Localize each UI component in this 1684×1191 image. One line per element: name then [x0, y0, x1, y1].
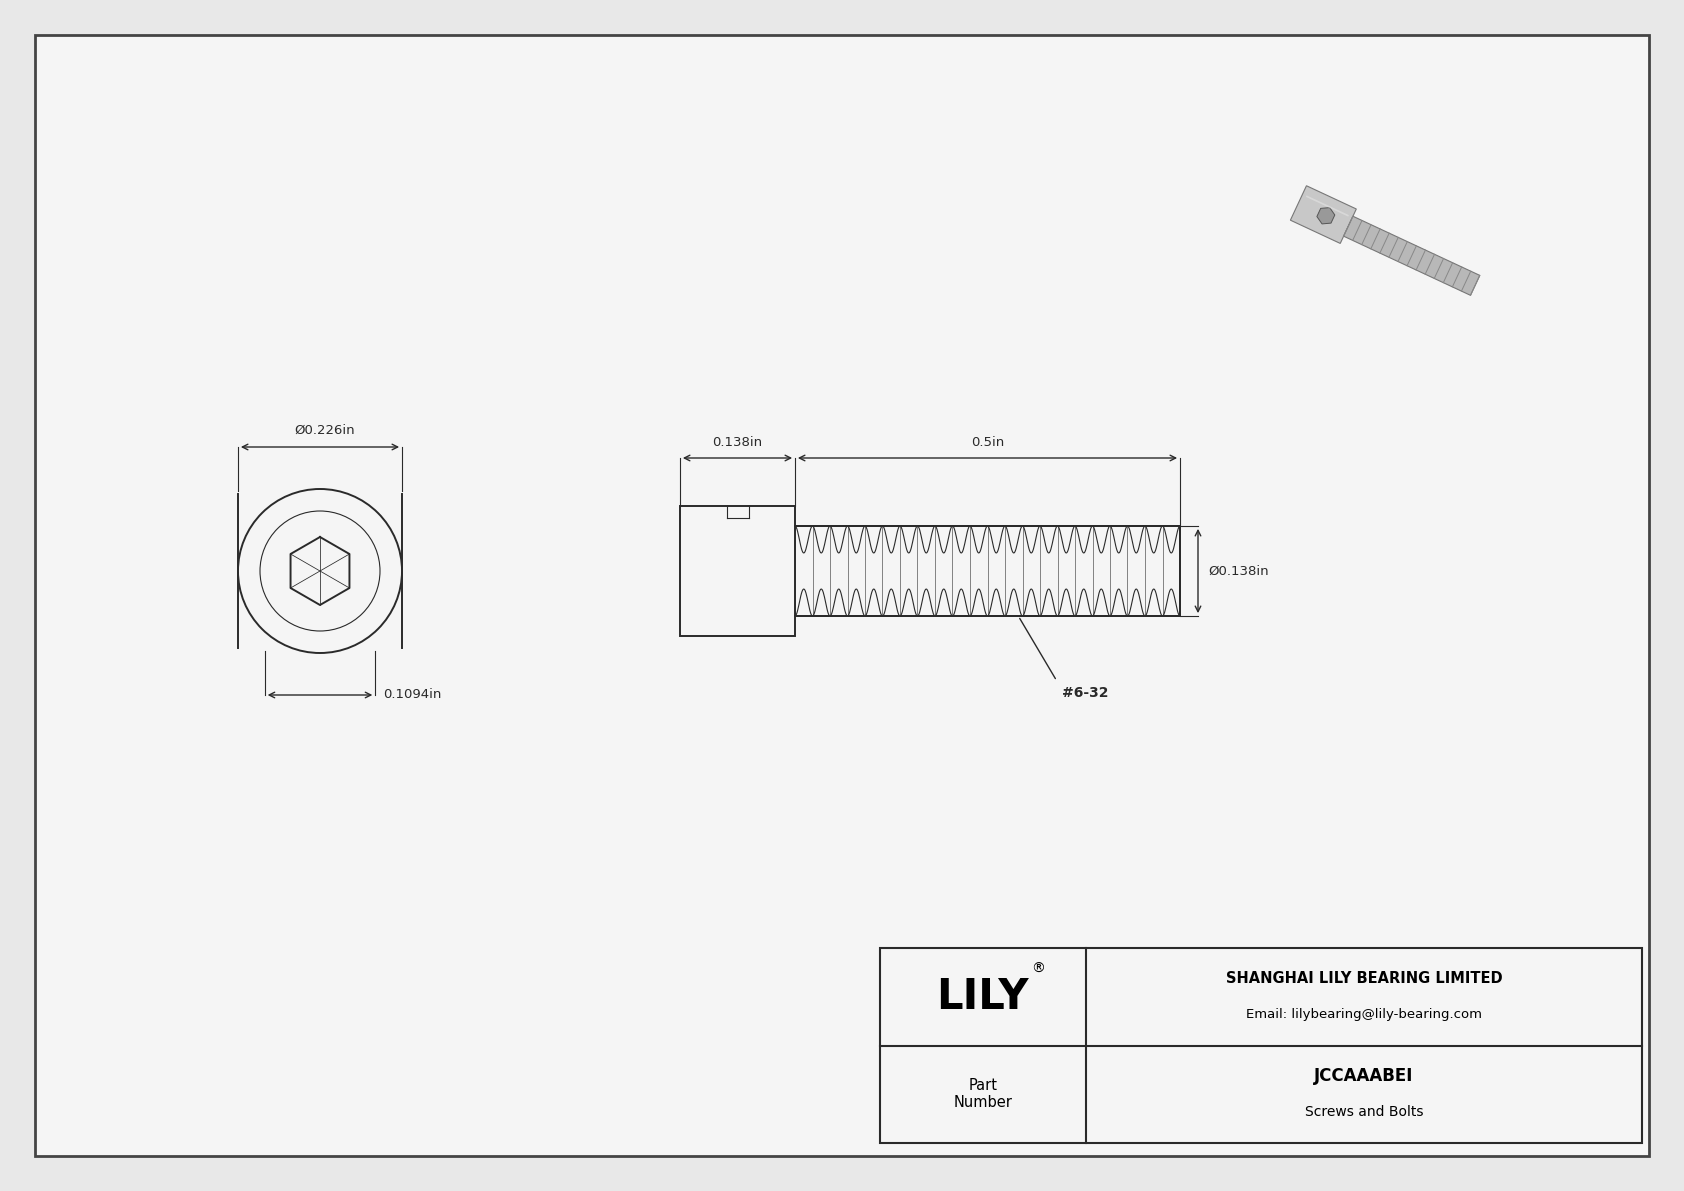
- Text: Ø0.226in: Ø0.226in: [295, 424, 355, 437]
- Text: 0.138in: 0.138in: [712, 436, 763, 449]
- Circle shape: [237, 490, 402, 653]
- Text: 0.1094in: 0.1094in: [384, 688, 441, 701]
- Polygon shape: [1317, 207, 1335, 224]
- Text: Part
Number: Part Number: [953, 1078, 1012, 1110]
- Text: Screws and Bolts: Screws and Bolts: [1305, 1105, 1423, 1120]
- Bar: [881, 948, 1642, 1143]
- Text: 0.5in: 0.5in: [972, 436, 1004, 449]
- Text: ®: ®: [1031, 962, 1044, 975]
- Circle shape: [259, 511, 381, 631]
- Text: JCCAAABEI: JCCAAABEI: [1314, 1067, 1413, 1085]
- Text: Email: lilybearing@lily-bearing.com: Email: lilybearing@lily-bearing.com: [1246, 1009, 1482, 1021]
- Polygon shape: [1290, 186, 1356, 243]
- Bar: [680, 506, 795, 636]
- Text: Ø0.138in: Ø0.138in: [1207, 565, 1268, 578]
- Text: #6-32: #6-32: [1063, 686, 1108, 700]
- Text: LILY: LILY: [936, 975, 1029, 1018]
- Polygon shape: [1344, 217, 1480, 295]
- Text: SHANGHAI LILY BEARING LIMITED: SHANGHAI LILY BEARING LIMITED: [1226, 971, 1502, 986]
